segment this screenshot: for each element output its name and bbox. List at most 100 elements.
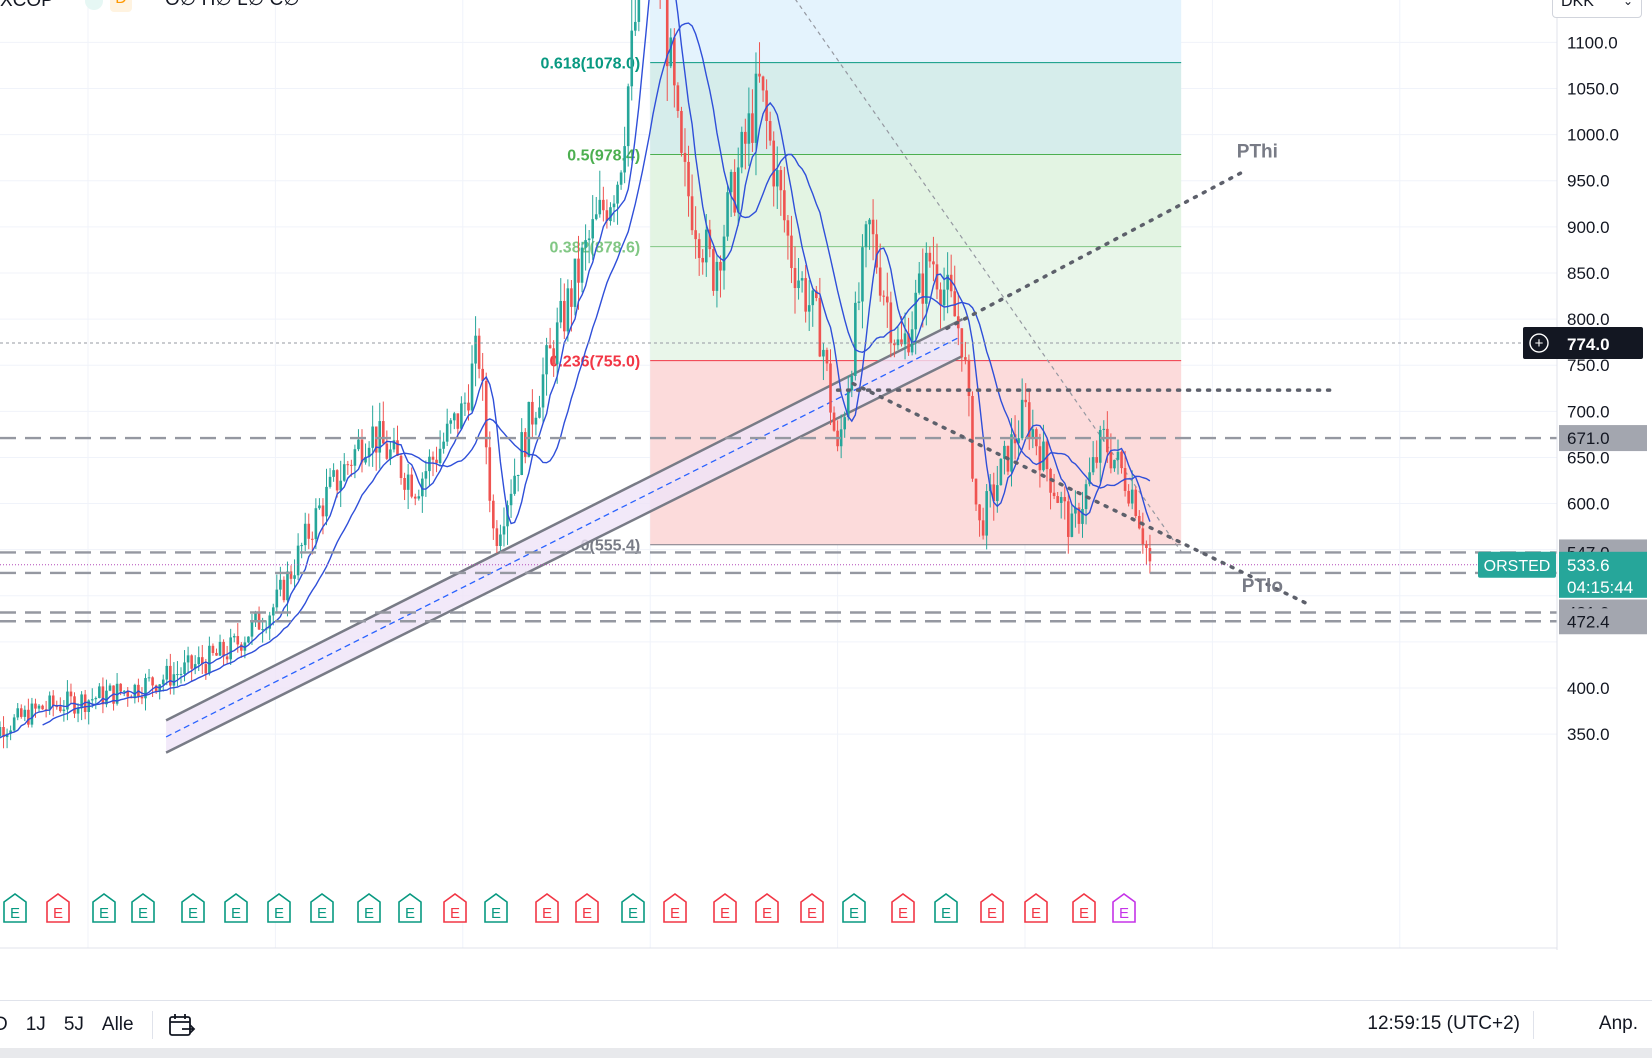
candle-body [484,380,488,448]
candle-body [520,432,524,475]
candle-body [921,273,925,304]
candle-body [875,234,878,268]
earnings-label: E [274,905,284,922]
candle-body [683,152,687,162]
fibonacci-retracement[interactable]: 0.786(1220.5)0.618(1078.0)0.5(978.4)0.38… [541,0,1182,555]
earnings-icon [663,893,687,923]
earnings-marker[interactable]: E [934,893,958,923]
timeframe-all[interactable]: Alle [101,1013,134,1035]
candle-body [1113,459,1116,469]
candle-body [690,196,694,231]
candle-body [169,665,172,686]
earnings-marker[interactable]: E [621,893,645,923]
earnings-label: E [898,905,908,922]
candle-body [69,691,73,697]
earnings-marker[interactable]: E [1024,893,1048,923]
horizontal-levels[interactable] [0,342,1557,623]
earnings-marker[interactable]: E [713,893,737,923]
symbol-name[interactable]: XCOP [0,0,54,11]
candle-body [843,417,846,430]
candle-body [179,673,183,675]
candle-body [928,252,932,262]
candle-body [772,140,776,187]
earnings-marker[interactable]: E [663,893,687,923]
candle-body [917,273,921,293]
candle-body [1045,441,1049,470]
earnings-marker[interactable]: E [575,893,599,923]
candle-body [719,261,722,271]
fib-level-label: 0.382(878.6) [549,240,640,257]
earnings-marker[interactable]: E [224,893,248,923]
earnings-marker[interactable]: E [535,893,559,923]
candle-body [1074,507,1077,514]
adjust-button[interactable]: Anp. [1598,1013,1638,1034]
price-chart[interactable]: 0.786(1220.5)0.618(1078.0)0.5(978.4)0.38… [0,0,1652,950]
candle-body [154,685,158,692]
candle-body [857,301,861,303]
candle-body [1081,509,1084,524]
earnings-marker[interactable]: E [842,893,866,923]
candle-body [1070,513,1074,537]
timeframe-1j[interactable]: 1J [25,1013,46,1035]
earnings-marker[interactable]: E [755,893,779,923]
candle-body [193,664,197,669]
plus-circle-icon [1529,333,1549,353]
timeframe-5j[interactable]: 5J [63,1013,84,1035]
candle-body [999,458,1003,486]
candle-body [456,413,460,429]
trend-drawings[interactable]: PThi PTlo [835,142,1340,605]
earnings-marker[interactable]: E [891,893,915,923]
earnings-marker[interactable]: E [800,893,824,923]
earnings-marker[interactable]: E [92,893,116,923]
earnings-label: E [491,905,501,922]
earnings-marker[interactable]: E [3,893,27,923]
candle-body [307,523,311,539]
pthi-label: PThi [1237,142,1278,163]
earnings-icon [842,893,866,923]
earnings-marker[interactable]: E [181,893,205,923]
currency-selector[interactable]: DKK ⌄ [1552,0,1642,18]
earnings-marker[interactable]: E [310,893,334,923]
earnings-marker[interactable]: E [131,893,155,923]
candle-body [477,335,481,369]
earnings-marker[interactable]: E [1112,893,1136,923]
price-tick-label: 950.0 [1567,172,1610,191]
goto-date-icon[interactable] [167,1011,197,1039]
earnings-marker[interactable]: E [484,893,508,923]
candle-body [630,30,634,87]
timeframe-buttons: D 1J 5J Alle [0,1014,134,1036]
candle-body [605,210,609,222]
candle-body [751,113,754,143]
candle-body [846,390,850,418]
timeframe-d[interactable]: D [0,1013,8,1035]
candle-body [577,258,580,283]
price-tick-label: 850.0 [1567,264,1610,283]
crosshair-price-label: 774.0 [1567,335,1610,354]
candle-body [232,636,236,638]
candle-body [942,289,946,306]
candle-body [208,645,211,674]
data-badge: D [110,0,132,12]
earnings-marker[interactable]: E [1072,893,1096,923]
candle-body [733,171,736,213]
candle-body [215,652,218,656]
earnings-marker[interactable]: E [443,893,467,923]
clock-display[interactable]: 12:59:15 (UTC+2) [1367,1013,1520,1034]
candle-body [34,703,37,709]
candle-body [357,439,360,450]
earnings-marker[interactable]: E [980,893,1004,923]
candle-body [481,368,484,381]
candle-body [534,417,538,425]
candle-body [186,655,190,663]
level-badge [1559,425,1647,452]
candle-body [435,459,438,464]
candle-body [694,230,697,240]
earnings-marker[interactable]: E [46,893,70,923]
candle-body [431,456,435,460]
earnings-marker[interactable]: E [357,893,381,923]
candle-body [488,447,492,501]
candle-body [83,694,87,712]
earnings-marker[interactable]: E [267,893,291,923]
earnings-marker[interactable]: E [398,893,422,923]
